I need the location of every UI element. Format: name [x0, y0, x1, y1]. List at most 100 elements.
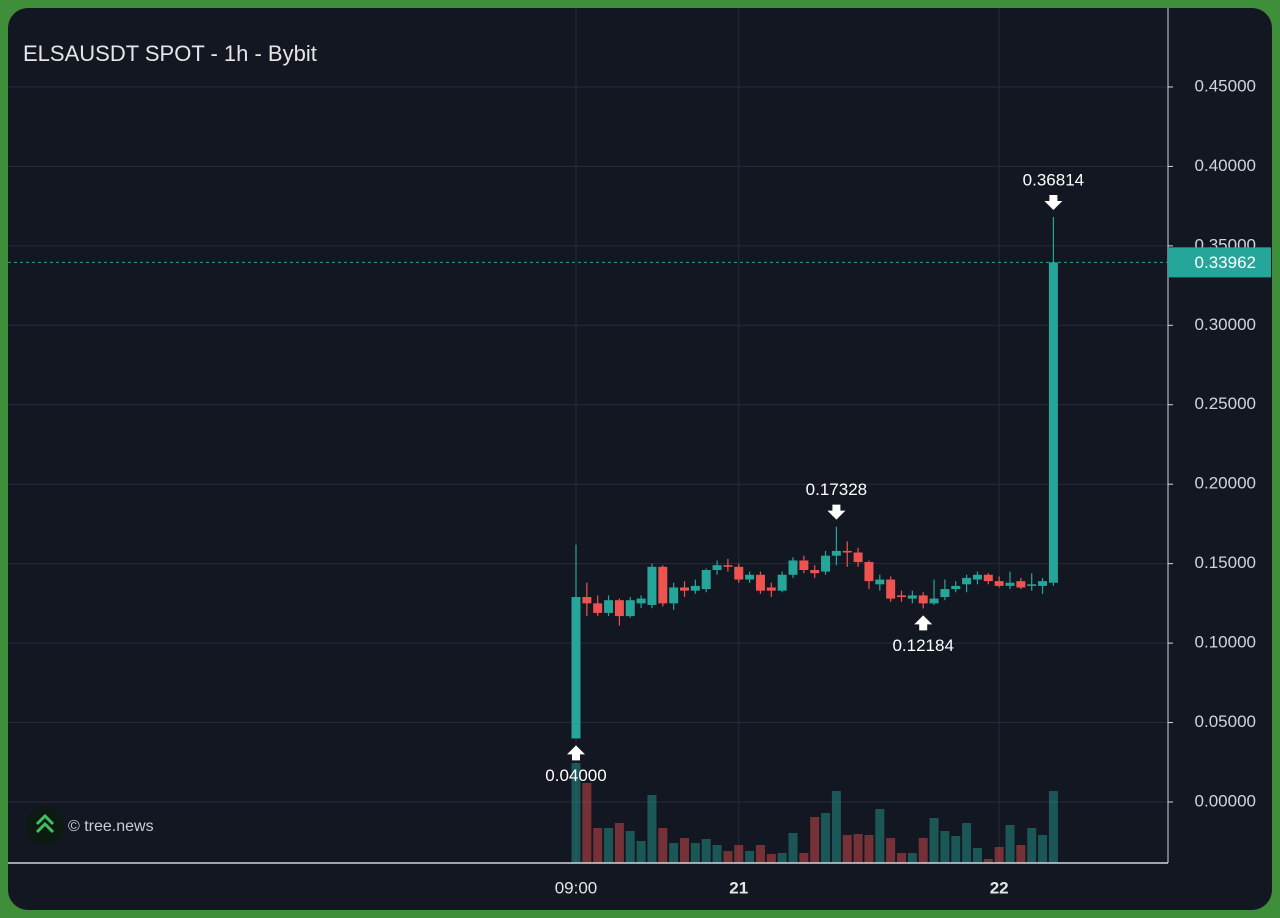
candle-body — [1016, 581, 1026, 588]
volume-bar — [810, 817, 820, 863]
y-tick-label: 0.00000 — [1195, 791, 1256, 810]
candle-body — [582, 597, 592, 604]
candle-body — [972, 574, 982, 580]
candle-body — [680, 587, 689, 591]
volume-bar — [647, 795, 657, 863]
y-tick-label: 0.40000 — [1195, 156, 1256, 175]
volume-bar — [886, 838, 896, 863]
candle-body — [1027, 584, 1037, 586]
volume-bar — [669, 843, 679, 863]
volume-bar — [734, 845, 744, 863]
candle-body — [897, 595, 906, 598]
candle-body — [571, 597, 581, 739]
candle-body — [604, 600, 614, 613]
volume-bar — [929, 818, 939, 863]
high-label: 0.17328 — [806, 480, 867, 499]
logo-icon — [35, 813, 55, 834]
candle-body — [614, 600, 624, 617]
y-tick-label: 0.45000 — [1195, 76, 1256, 95]
y-tick-label: 0.20000 — [1195, 474, 1256, 493]
volume-bar — [755, 845, 765, 863]
volume-bar — [972, 848, 982, 863]
low-arrow — [567, 745, 585, 761]
volume-bar — [853, 834, 863, 863]
candle-body — [636, 598, 646, 604]
candle-body — [853, 552, 863, 563]
volume-bar — [831, 791, 841, 863]
x-tick-label: 22 — [990, 878, 1009, 897]
candle-body — [962, 577, 972, 585]
candle-body — [929, 598, 939, 604]
y-tick-label: 0.25000 — [1195, 394, 1256, 413]
volume-bar — [897, 853, 906, 863]
candle-body — [875, 579, 885, 585]
candle-body — [625, 600, 635, 617]
chart-title: ELSAUSDT SPOT - 1h - Bybit — [23, 41, 317, 66]
candle-body — [864, 562, 874, 582]
volume-bar — [593, 828, 603, 863]
candle-body — [951, 585, 961, 590]
high-arrow — [1044, 195, 1063, 211]
candle-body — [831, 550, 841, 556]
low-arrow — [914, 615, 933, 631]
volume-bar — [636, 841, 646, 863]
volume-bar — [799, 853, 809, 863]
candle-body — [690, 585, 700, 591]
volume-bar — [723, 851, 733, 863]
high-label: 0.36814 — [1023, 171, 1084, 190]
candle-body — [766, 587, 776, 591]
candle-body — [907, 595, 917, 599]
x-tick-label: 09:00 — [555, 878, 598, 897]
volume-bar — [777, 853, 787, 863]
volume-bar — [680, 838, 689, 863]
candle-body — [1048, 262, 1058, 583]
volume-bar — [582, 783, 592, 863]
volume-bar — [1005, 825, 1015, 863]
watermark: © tree.news — [68, 818, 154, 835]
panel — [8, 8, 1272, 910]
marks — [571, 217, 1058, 863]
candle-body — [593, 603, 603, 613]
last-price-label: 0.33962 — [1195, 253, 1256, 272]
volume-bar — [745, 851, 755, 863]
volume-bar — [962, 823, 972, 863]
low-label: 0.12184 — [892, 636, 953, 655]
volume-bar — [994, 847, 1004, 863]
candle-body — [712, 565, 722, 571]
candle-body — [755, 574, 765, 591]
x-tick-label: 21 — [729, 878, 748, 897]
candle-body — [1005, 582, 1015, 586]
candle-body — [745, 574, 755, 580]
candle-body — [701, 570, 711, 590]
volume-bar — [907, 853, 917, 863]
candle-body — [647, 566, 657, 605]
volume-bar — [701, 839, 711, 863]
candle-body — [658, 566, 668, 604]
volume-bar — [766, 854, 776, 863]
candle-body — [940, 589, 950, 598]
volume-bar — [951, 836, 961, 863]
y-tick-label: 0.05000 — [1195, 712, 1256, 731]
y-tick-label: 0.30000 — [1195, 315, 1256, 334]
volume-bar — [875, 809, 885, 863]
candle-body — [669, 587, 679, 604]
volume-bar — [1048, 791, 1058, 863]
candle-body — [1038, 581, 1048, 586]
volume-bar — [983, 859, 993, 863]
volume-bar — [1038, 835, 1048, 863]
candle-body — [810, 570, 820, 574]
candle-body — [983, 574, 993, 582]
y-tick-label: 0.15000 — [1195, 553, 1256, 572]
volume-bar — [625, 831, 635, 863]
candle-body — [788, 560, 798, 575]
volume-bar — [842, 835, 852, 863]
candle-body — [842, 550, 852, 553]
volume-bar — [864, 835, 874, 863]
low-label: 0.04000 — [545, 766, 606, 785]
high-arrow — [827, 504, 846, 520]
volume-bar — [571, 763, 581, 863]
volume-bar — [821, 813, 831, 863]
volume-bar — [1016, 845, 1026, 863]
candle-body — [994, 581, 1004, 586]
